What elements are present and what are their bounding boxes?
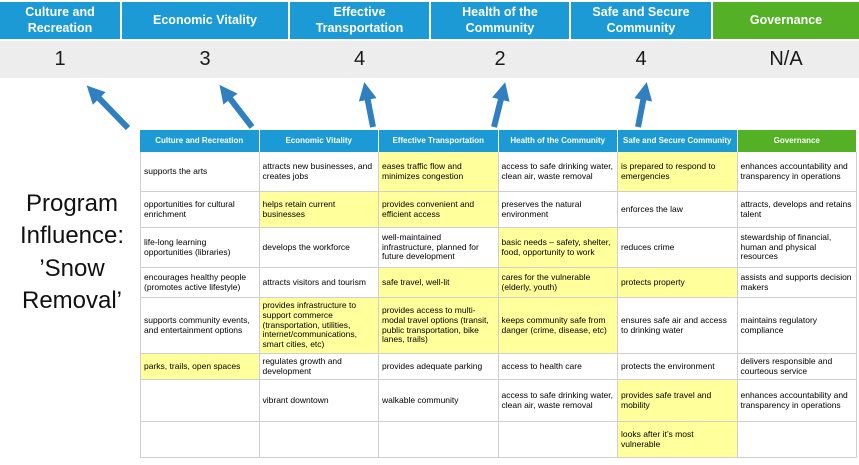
table-cell: is prepared to respond to emergencies (618, 152, 738, 192)
table-cell: supports community events, and entertain… (140, 298, 260, 354)
influence-table: Culture and Recreation Economic Vitality E… (140, 130, 857, 458)
pillar-header-2: Effective Transportation (290, 2, 429, 39)
table-cell: provides safe travel and mobility (618, 380, 738, 422)
table-cell: supports the arts (140, 152, 260, 192)
score-value-5: N/A (769, 48, 803, 70)
table-cell: safe travel, well-lit (379, 268, 499, 298)
score-row: 1 3 4 2 4 N/A (0, 41, 859, 78)
table-header-0: Culture and Recreation (140, 130, 260, 152)
table-cell (140, 422, 260, 458)
up-arrows (86, 82, 653, 130)
table-cell: ensures safe air and access to drinking … (618, 298, 738, 354)
score-value-2: 4 (353, 48, 366, 70)
table-cell: provides convenient and efficient access (379, 192, 499, 228)
table-cell: basic needs – safety, shelter, food, opp… (498, 228, 618, 268)
table-cell: provides adequate parking (379, 354, 499, 380)
table-header-1: Economic Vitality (259, 130, 379, 152)
table-header-3: Health of the Community (498, 130, 618, 152)
table-cell: reduces crime (618, 228, 738, 268)
table-cell: helps retain current businesses (259, 192, 379, 228)
score-value-4: 4 (635, 48, 647, 70)
table-cell: delivers responsible and courteous servi… (737, 354, 857, 380)
table-cell: access to safe drinking water, clean air… (498, 380, 618, 422)
pillar-header-1: Economic Vitality (122, 2, 288, 39)
table-header-2: Effective Transportation (379, 130, 499, 152)
arrow-culture-icon (86, 85, 131, 130)
table-cell: keeps community safe from danger (crime,… (498, 298, 618, 354)
table-cell: enhances accountability and transparency… (737, 380, 857, 422)
table-cell: maintains regulatory compliance (737, 298, 857, 354)
table-cell: stewardship of financial, human and phys… (737, 228, 857, 268)
page-title: Program Influence: ’Snow Removal’ (19, 190, 125, 315)
table-cell: walkable community (379, 380, 499, 422)
table-cell: vibrant downtown (259, 380, 379, 422)
arrow-safe-icon (634, 82, 653, 128)
table-cell: provides infrastructure to support comme… (259, 298, 379, 354)
table-cell: protects property (618, 268, 738, 298)
pillar-header-row: Culture and Recreation Economic Vitality E… (0, 2, 859, 39)
table-cell (259, 422, 379, 458)
pillar-header-5: Governance (713, 2, 859, 39)
table-cell: protects the environment (618, 354, 738, 380)
table-cell: opportunities for cultural enrichment (140, 192, 260, 228)
table-cell: attracts new businesses, and creates job… (259, 152, 379, 192)
table-cell (140, 380, 260, 422)
score-value-3: 2 (494, 48, 506, 70)
table-cell: access to health care (498, 354, 618, 380)
table-header-5: Governance (737, 130, 857, 152)
table-cell (498, 422, 618, 458)
table-cell: preserves the natural environment (498, 192, 618, 228)
table-cell: parks, trails, open spaces (140, 354, 260, 380)
table-cell (379, 422, 499, 458)
score-value-1: 3 (199, 48, 211, 70)
table-cell: access to safe drinking water, clean air… (498, 152, 618, 192)
table-cell: provides access to multi-modal travel op… (379, 298, 499, 354)
table-cell: encourages healthy people (promotes acti… (140, 268, 260, 298)
arrow-health-icon (491, 82, 510, 128)
arrow-transportation-icon (358, 82, 377, 128)
table-header-4: Safe and Secure Community (618, 130, 738, 152)
arrow-economic-icon (219, 84, 255, 129)
table-cell: attracts visitors and tourism (259, 268, 379, 298)
table-cell: enforces the law (618, 192, 738, 228)
table-cell: cares for the vulnerable (elderly, youth… (498, 268, 618, 298)
table-cell: life-long learning opportunities (librar… (140, 228, 260, 268)
score-value-0: 1 (54, 48, 66, 70)
table-cell: enhances accountability and transparency… (737, 152, 857, 192)
pillar-header-3: Health of the Community (431, 2, 569, 39)
pillar-header-0: Culture and Recreation (0, 2, 120, 39)
table-cell: develops the workforce (259, 228, 379, 268)
table-cell: attracts, develops and retains talent (737, 192, 857, 228)
pillar-header-4: Safe and Secure Community (571, 2, 711, 39)
table-cell: well-maintained infrastructure, planned … (379, 228, 499, 268)
table-cell: looks after it’s most vulnerable (618, 422, 738, 458)
table-cell: assists and supports decision makers (737, 268, 857, 298)
table-cell: eases traffic flow and minimizes congest… (379, 152, 499, 192)
table-cell: regulates growth and development (259, 354, 379, 380)
table-cell (737, 422, 857, 458)
